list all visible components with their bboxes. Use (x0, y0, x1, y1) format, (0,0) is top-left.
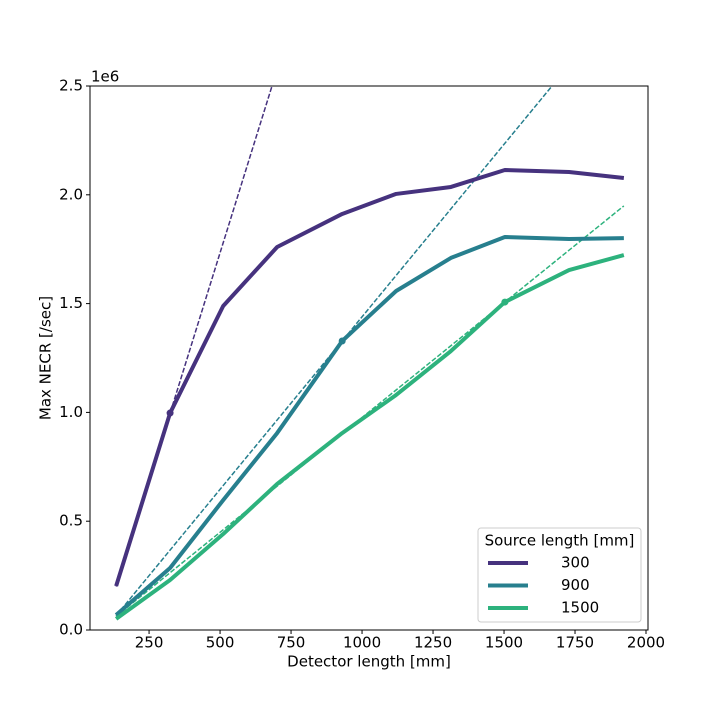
x-tick-label: 1750 (556, 634, 594, 652)
x-tick-label: 1000 (343, 634, 381, 652)
legend: Source length [mm] 300 900 1500 (477, 527, 642, 623)
y-tick-label: 1.5 (59, 294, 83, 312)
x-tick-label: 750 (277, 634, 306, 652)
legend-title: Source length [mm] (485, 532, 635, 550)
series-line (114, 167, 625, 587)
series-line (114, 235, 624, 617)
x-tick-label: 1500 (485, 634, 523, 652)
x-axis-label: Detector length [mm] (287, 653, 451, 671)
plot-frame (89, 85, 649, 631)
x-tick-label: 1250 (414, 634, 452, 652)
legend-label: 300 (561, 554, 590, 572)
reference-point (338, 337, 346, 345)
y-tick-label: 2.0 (59, 185, 83, 203)
x-tick-label: 250 (135, 634, 164, 652)
y-offset-label: 1e6 (91, 68, 119, 86)
legend-label: 1500 (561, 599, 599, 617)
y-tick-label: 0.5 (59, 512, 83, 530)
legend-box (477, 527, 642, 623)
reference-point (501, 298, 509, 306)
series-line (114, 253, 625, 621)
y-axis-label: Max NECR [/sec] (37, 296, 55, 420)
x-tick-label: 2000 (627, 634, 665, 652)
legend-label: 900 (561, 576, 590, 594)
y-tick-label: 0.0 (59, 621, 83, 639)
plot-area (114, 86, 625, 621)
y-tick-label: 1.0 (59, 403, 83, 421)
fit-line (115, 86, 553, 617)
reference-point (166, 409, 174, 417)
y-tick-label: 2.5 (59, 77, 83, 95)
x-tick-label: 500 (206, 634, 235, 652)
